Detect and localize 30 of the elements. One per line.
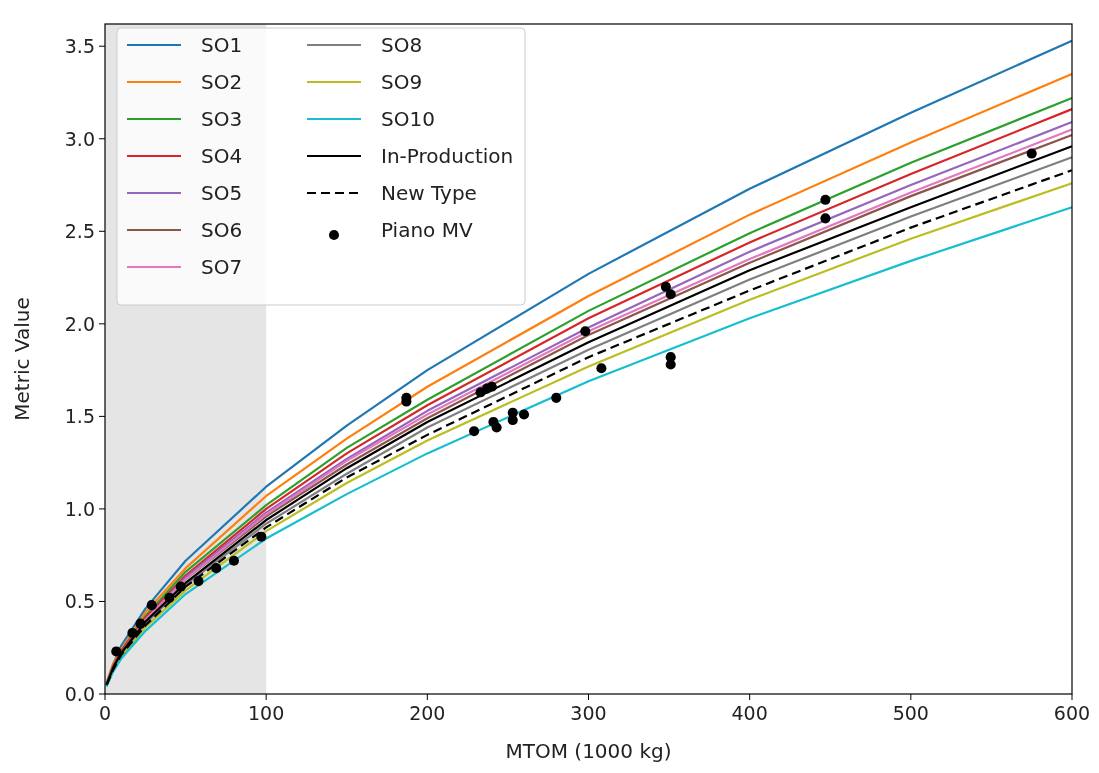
y-tick-label: 1.5 bbox=[64, 405, 95, 428]
legend-label: SO4 bbox=[201, 144, 243, 168]
y-tick-label: 0.0 bbox=[64, 683, 95, 705]
y-axis-title: Metric Value bbox=[10, 297, 34, 421]
legend-label: SO8 bbox=[381, 33, 423, 57]
legend-label: SO5 bbox=[201, 181, 243, 205]
y-tick-label: 3.0 bbox=[64, 127, 95, 150]
y-tick-label: 2.0 bbox=[64, 312, 95, 335]
x-tick-label: 600 bbox=[1053, 702, 1091, 724]
legend-label: SO7 bbox=[201, 255, 243, 279]
legend-label: SO10 bbox=[381, 107, 435, 131]
legend-label: SO3 bbox=[201, 107, 243, 131]
x-tick-label: 500 bbox=[892, 702, 929, 724]
legend-label: SO1 bbox=[201, 33, 243, 57]
y-tick-label: 0.5 bbox=[64, 590, 95, 613]
legend-label: In-Production bbox=[381, 144, 514, 168]
legend-label: Piano MV bbox=[381, 218, 473, 242]
x-tick-label: 200 bbox=[409, 702, 446, 724]
legend-label: SO9 bbox=[381, 70, 423, 94]
x-tick-label: 0 bbox=[98, 702, 112, 724]
legend-label: SO6 bbox=[201, 218, 243, 242]
x-tick-label: 100 bbox=[248, 702, 285, 724]
y-tick-label: 3.5 bbox=[64, 35, 95, 58]
legend-label: SO2 bbox=[201, 70, 243, 94]
y-tick-label: 2.5 bbox=[64, 220, 95, 243]
x-axis-title: MTOM (1000 kg) bbox=[505, 739, 672, 763]
x-tick-label: 300 bbox=[570, 702, 607, 724]
x-tick-label: 400 bbox=[731, 702, 768, 724]
y-tick-label: 1.0 bbox=[64, 497, 95, 520]
legend-label: New Type bbox=[381, 181, 477, 205]
